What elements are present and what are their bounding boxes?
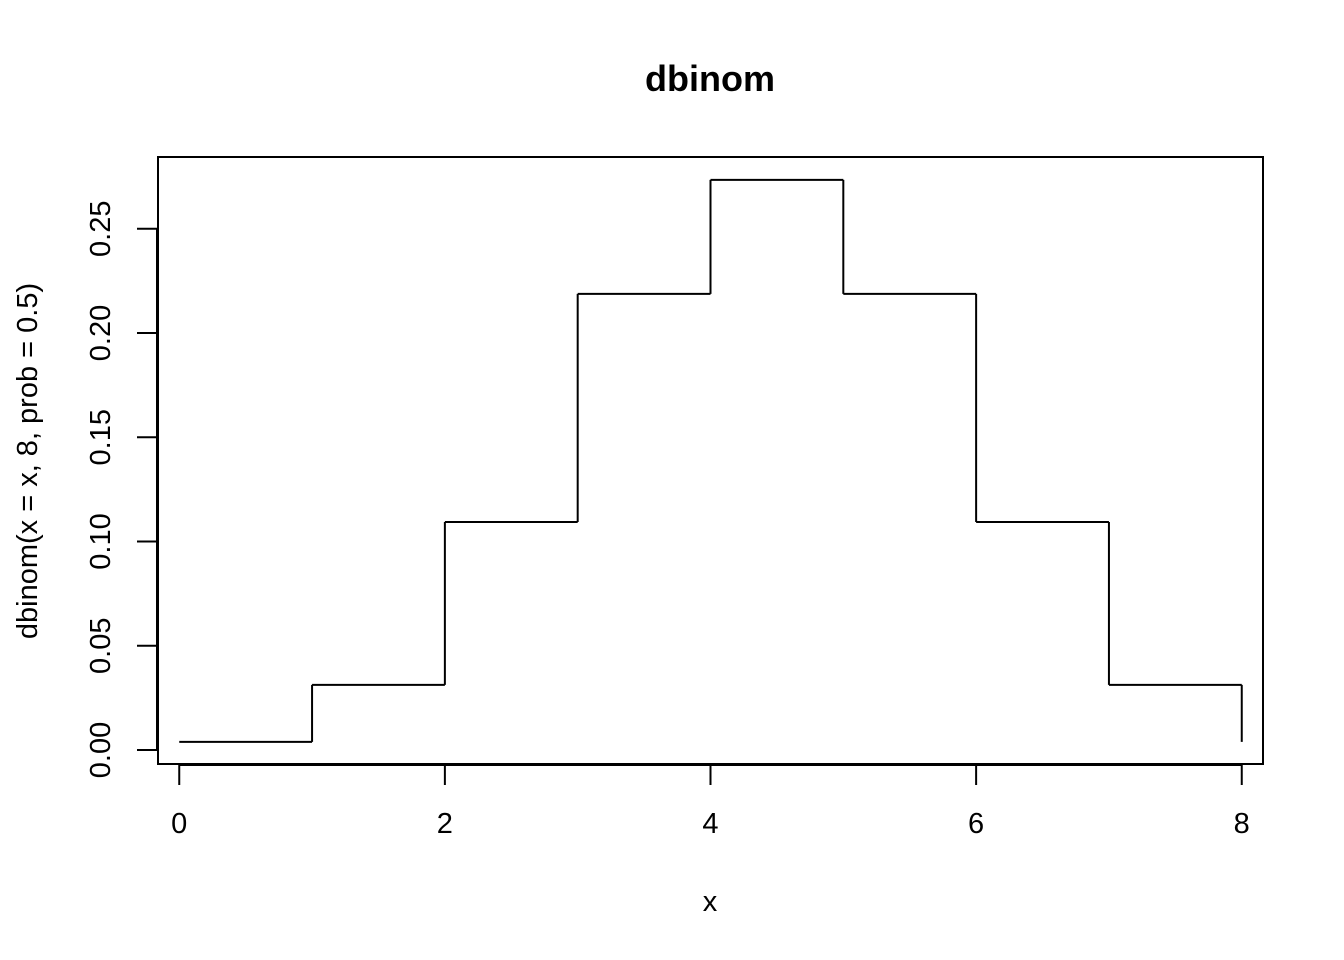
x-tick-label: 4 [702, 808, 718, 840]
y-axis: 0.00 0.05 0.10 0.15 0.20 0.25 [85, 201, 158, 778]
y-tick-label: 0.15 [85, 409, 117, 465]
y-tick-label: 0.05 [85, 618, 117, 674]
x-tick-label: 0 [171, 808, 187, 840]
y-tick-label: 0.10 [85, 513, 117, 569]
x-tick-label: 6 [968, 808, 984, 840]
chart-title: dbinom [645, 58, 775, 99]
series-group [179, 178, 1243, 743]
y-axis-label: dbinom(x = x, 8, prob = 0.5) [12, 283, 44, 639]
x-tick-label: 8 [1234, 808, 1250, 840]
y-tick-label: 0.20 [85, 305, 117, 361]
x-axis: 0 2 4 6 8 [171, 764, 1250, 840]
y-tick-label: 0.25 [85, 201, 117, 257]
y-tick-label: 0.00 [85, 722, 117, 778]
x-axis-label: x [703, 886, 718, 918]
x-tick-label: 2 [437, 808, 453, 840]
